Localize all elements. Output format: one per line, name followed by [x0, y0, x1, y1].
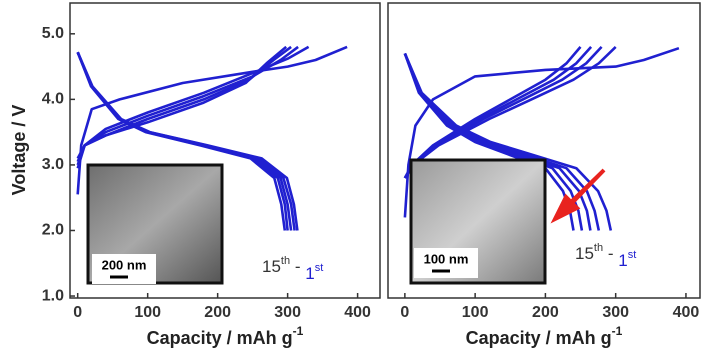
- y-tick-label: 1.0: [42, 287, 64, 304]
- annotation-part: -: [290, 257, 305, 276]
- annotation: 15th - 1st: [575, 242, 636, 271]
- curve: [403, 52, 613, 231]
- annotation-part: 15: [262, 257, 281, 276]
- x-tick-label: 100: [462, 304, 489, 321]
- x-axis-label-sup: -1: [293, 324, 304, 338]
- y-tick-label: 4.0: [42, 91, 64, 108]
- y-tick-label: 3.0: [42, 156, 64, 173]
- annotation-part: 15: [575, 244, 594, 263]
- curve: [403, 46, 680, 218]
- x-axis-label: Capacity / mAh g-1: [147, 324, 304, 348]
- x-tick-label: 300: [274, 304, 301, 321]
- annotation-part: st: [628, 249, 637, 261]
- x-axis-label-text: Capacity / mAh g: [147, 328, 293, 348]
- scale-label: 100 nm: [424, 251, 469, 266]
- scale-label: 200 nm: [102, 257, 147, 272]
- x-axis-label-sup: -1: [612, 324, 623, 338]
- annotation-part: st: [315, 262, 324, 274]
- scale-box: [414, 248, 478, 278]
- x-tick-label: 100: [134, 304, 161, 321]
- annotation-part: th: [594, 242, 603, 254]
- x-tick-label: 400: [673, 304, 700, 321]
- y-tick-label: 5.0: [42, 25, 64, 42]
- annotation: 15th - 1st: [262, 255, 323, 284]
- x-tick-label: 400: [344, 304, 371, 321]
- curve: [76, 45, 348, 195]
- x-axis-label: Capacity / mAh g-1: [466, 324, 623, 348]
- arrow: [550, 168, 606, 224]
- x-tick-label: 200: [204, 304, 231, 321]
- x-axis-label-text: Capacity / mAh g: [466, 328, 612, 348]
- curve: [76, 45, 288, 160]
- x-tick-label: 0: [73, 304, 82, 321]
- annotation-part: 1: [305, 264, 314, 283]
- x-tick-label: 300: [602, 304, 629, 321]
- annotation-part: 1: [618, 251, 627, 270]
- annotation-part: -: [603, 244, 618, 263]
- x-tick-label: 0: [400, 304, 409, 321]
- y-tick-label: 2.0: [42, 222, 64, 239]
- x-tick-label: 200: [532, 304, 559, 321]
- curve: [76, 51, 299, 231]
- frame: [69, 2, 381, 299]
- frame: [387, 2, 701, 299]
- scale-box: [92, 254, 156, 284]
- annotation-part: th: [281, 255, 290, 267]
- y-axis-label: Voltage / V: [9, 105, 29, 196]
